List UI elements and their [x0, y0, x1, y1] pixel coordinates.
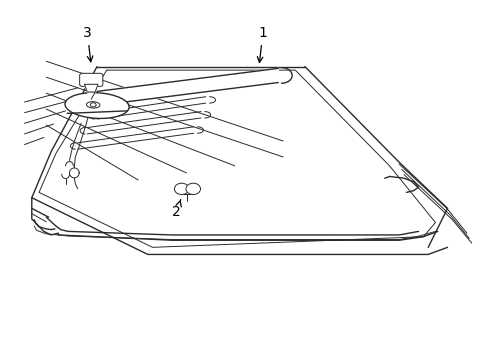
Text: 2: 2: [172, 199, 181, 219]
Ellipse shape: [185, 183, 200, 194]
Ellipse shape: [174, 183, 188, 194]
Polygon shape: [87, 92, 95, 99]
Ellipse shape: [86, 102, 100, 108]
Text: 3: 3: [83, 26, 93, 62]
Polygon shape: [84, 84, 98, 92]
Text: 1: 1: [257, 26, 267, 62]
Ellipse shape: [65, 93, 129, 118]
Circle shape: [90, 103, 96, 107]
Polygon shape: [97, 68, 278, 105]
FancyBboxPatch shape: [80, 73, 102, 86]
